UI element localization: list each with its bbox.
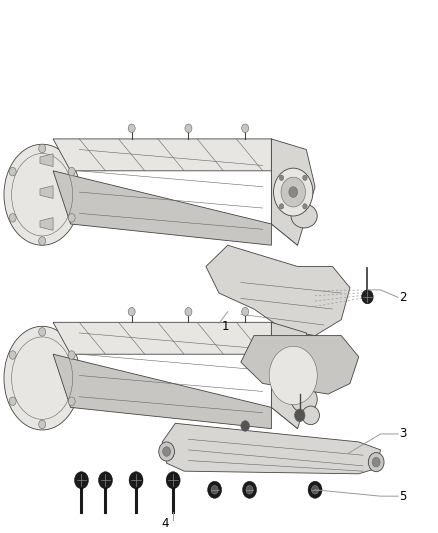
Circle shape (294, 409, 305, 422)
Circle shape (286, 366, 301, 385)
Polygon shape (53, 171, 272, 245)
Circle shape (241, 421, 250, 431)
Circle shape (68, 351, 75, 359)
Ellipse shape (4, 144, 81, 245)
Circle shape (68, 167, 75, 176)
Circle shape (362, 290, 373, 304)
Circle shape (128, 308, 135, 316)
Polygon shape (162, 423, 381, 474)
Circle shape (162, 447, 170, 456)
Ellipse shape (291, 386, 317, 413)
Circle shape (9, 397, 16, 406)
Polygon shape (272, 322, 315, 429)
Polygon shape (40, 154, 53, 166)
Circle shape (243, 481, 257, 498)
Ellipse shape (4, 326, 81, 430)
Circle shape (246, 486, 253, 494)
Text: 3: 3 (399, 427, 407, 440)
Circle shape (128, 124, 135, 133)
Circle shape (9, 167, 16, 176)
Circle shape (211, 486, 218, 494)
Ellipse shape (302, 406, 319, 425)
Circle shape (368, 453, 384, 472)
Polygon shape (272, 139, 315, 245)
Circle shape (242, 124, 249, 133)
Circle shape (277, 356, 310, 395)
Circle shape (308, 481, 322, 498)
Circle shape (303, 175, 307, 181)
Polygon shape (40, 217, 53, 230)
Circle shape (274, 168, 313, 216)
Circle shape (185, 124, 192, 133)
Ellipse shape (291, 204, 317, 228)
Polygon shape (40, 185, 53, 198)
Circle shape (279, 204, 284, 209)
Polygon shape (206, 245, 350, 336)
Polygon shape (53, 354, 272, 429)
Circle shape (99, 472, 113, 489)
Circle shape (39, 144, 46, 153)
Text: 1: 1 (221, 320, 229, 333)
Circle shape (185, 308, 192, 316)
Circle shape (68, 397, 75, 406)
Circle shape (269, 346, 317, 405)
Circle shape (9, 214, 16, 222)
Circle shape (39, 237, 46, 245)
Circle shape (74, 472, 88, 489)
Circle shape (303, 204, 307, 209)
Circle shape (9, 351, 16, 359)
Circle shape (68, 214, 75, 222)
Circle shape (208, 481, 222, 498)
Circle shape (129, 472, 143, 489)
Circle shape (166, 472, 180, 489)
Circle shape (372, 457, 380, 467)
Text: 5: 5 (399, 490, 407, 503)
Polygon shape (53, 139, 297, 171)
Circle shape (281, 177, 305, 207)
Circle shape (242, 308, 249, 316)
Circle shape (39, 328, 46, 336)
Text: 4: 4 (161, 517, 169, 530)
Circle shape (39, 420, 46, 429)
Circle shape (311, 486, 318, 494)
Circle shape (159, 442, 174, 461)
Circle shape (279, 175, 284, 181)
Circle shape (289, 187, 297, 197)
Polygon shape (272, 322, 297, 429)
Polygon shape (241, 336, 359, 394)
Polygon shape (53, 322, 297, 354)
Polygon shape (272, 139, 297, 245)
Text: 2: 2 (399, 291, 407, 304)
